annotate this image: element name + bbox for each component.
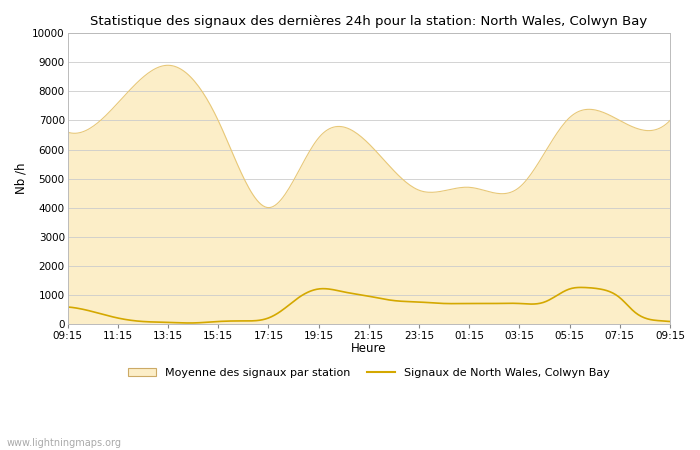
Text: www.lightningmaps.org: www.lightningmaps.org bbox=[7, 438, 122, 448]
Legend: Moyenne des signaux par station, Signaux de North Wales, Colwyn Bay: Moyenne des signaux par station, Signaux… bbox=[124, 363, 614, 382]
Y-axis label: Nb /h: Nb /h bbox=[15, 163, 28, 194]
X-axis label: Heure: Heure bbox=[351, 342, 386, 355]
Title: Statistique des signaux des dernières 24h pour la station: North Wales, Colwyn B: Statistique des signaux des dernières 24… bbox=[90, 15, 648, 28]
